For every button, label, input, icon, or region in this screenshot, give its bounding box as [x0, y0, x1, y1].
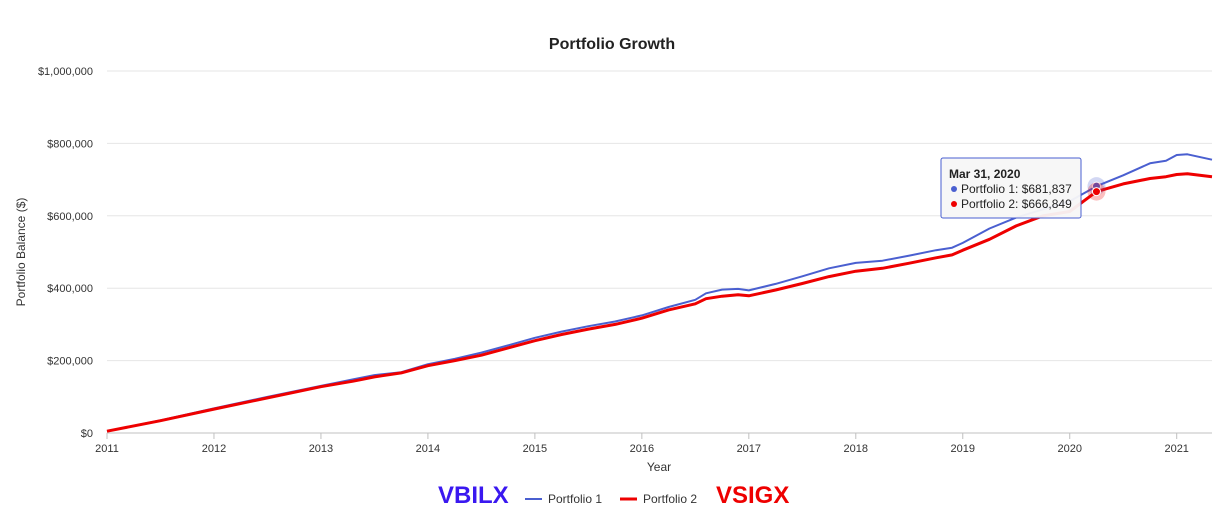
- legend-item-portfolio-2[interactable]: Portfolio 2: [620, 492, 697, 506]
- x-tick-label: 2015: [523, 443, 547, 455]
- x-axis-title: Year: [647, 460, 671, 474]
- legend-label-portfolio-1: Portfolio 1: [548, 492, 602, 506]
- y-tick-label: $600,000: [47, 211, 93, 223]
- x-tick-label: 2011: [95, 443, 119, 455]
- tooltip-date: Mar 31, 2020: [949, 167, 1021, 181]
- tooltip-value-line: Portfolio 1: $681,837: [961, 182, 1072, 196]
- legend-item-portfolio-1[interactable]: Portfolio 1: [525, 492, 602, 506]
- y-tick-label: $0: [81, 428, 93, 440]
- hover-point[interactable]: [1091, 187, 1101, 197]
- legend-label-portfolio-2: Portfolio 2: [643, 492, 697, 506]
- x-tick-label: 2012: [202, 443, 226, 455]
- y-tick-label: $200,000: [47, 356, 93, 368]
- ticker-label-vbilx: VBILX: [438, 482, 509, 509]
- legend: VBILX Portfolio 1 Portfolio 2 VSIGX: [438, 482, 789, 509]
- x-tick-label: 2021: [1164, 443, 1188, 455]
- tooltip-box: [940, 157, 1082, 219]
- x-tick-label: 2019: [951, 443, 975, 455]
- y-tick-label: $400,000: [47, 283, 93, 295]
- grid-lines: [107, 70, 1212, 434]
- y-axis-title: Portfolio Balance ($): [14, 198, 28, 307]
- y-tick-label: $800,000: [47, 138, 93, 150]
- x-tick-label: 2014: [416, 443, 440, 455]
- ticker-label-vsigx: VSIGX: [716, 482, 789, 509]
- tooltip-marker: [951, 186, 957, 192]
- x-tick-label: 2017: [737, 443, 761, 455]
- y-tick-label: $1,000,000: [38, 66, 93, 78]
- tooltip-value-line: Portfolio 2: $666,849: [961, 197, 1072, 211]
- tooltip-marker: [951, 201, 957, 207]
- x-tick-label: 2016: [630, 443, 654, 455]
- x-tick-label: 2018: [844, 443, 868, 455]
- chart-title: Portfolio Growth: [549, 36, 675, 53]
- x-tick-label: 2020: [1057, 443, 1081, 455]
- x-axis: 2011 2012 2013 2014 2015 2016 2017 2018 2019 2020…: [95, 433, 1189, 455]
- x-tick-label: 2013: [309, 443, 333, 455]
- y-axis: $0 $200,000 $400,000 $600,000 $800,000 $1,000…: [38, 66, 93, 440]
